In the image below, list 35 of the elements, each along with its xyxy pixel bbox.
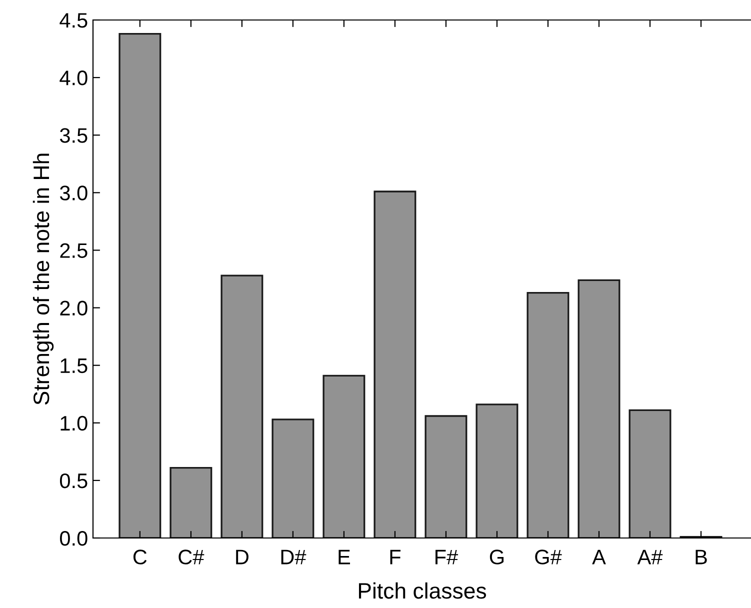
x-tick-label: C# [178,550,204,564]
bar [374,190,416,538]
bar [220,274,264,538]
bar [118,32,162,538]
y-tick-label: 2.0 [60,300,88,316]
x-tick-label: F [390,550,400,564]
y-tick-label: 3.5 [60,128,88,143]
y-axis-title: Strength of the note in Hh [32,154,54,405]
bar [170,466,212,538]
x-tick-label: F# [436,550,458,564]
bar [476,404,518,538]
x-tick-label: D [236,550,248,564]
x-axis-title: Pitch classes [358,582,486,599]
x-tick-label: B [696,550,707,564]
x-tick-label: A [592,550,606,564]
y-tick-label: 0.0 [60,531,88,546]
bar [578,279,620,538]
x-tick-label: C [133,550,147,564]
bar [526,292,570,538]
x-tick-label: D# [281,550,306,564]
y-tick-label: 3.0 [60,186,88,200]
y-tick-label: 2.5 [60,243,88,258]
bar [272,418,314,538]
y-tick-label: 4.5 [60,13,88,28]
bar [322,374,366,538]
y-tick-label: 1.0 [60,416,88,431]
x-tick-label: G# [535,550,562,564]
x-tick-label: A# [637,550,663,564]
y-tick-label: 0.5 [60,473,88,488]
y-tick-label: 1.5 [60,358,88,374]
x-tick-label: E [338,550,350,564]
bar [628,409,672,538]
x-tick-label: G [490,550,504,564]
bar [424,415,468,538]
y-tick-label: 4.0 [60,70,88,86]
